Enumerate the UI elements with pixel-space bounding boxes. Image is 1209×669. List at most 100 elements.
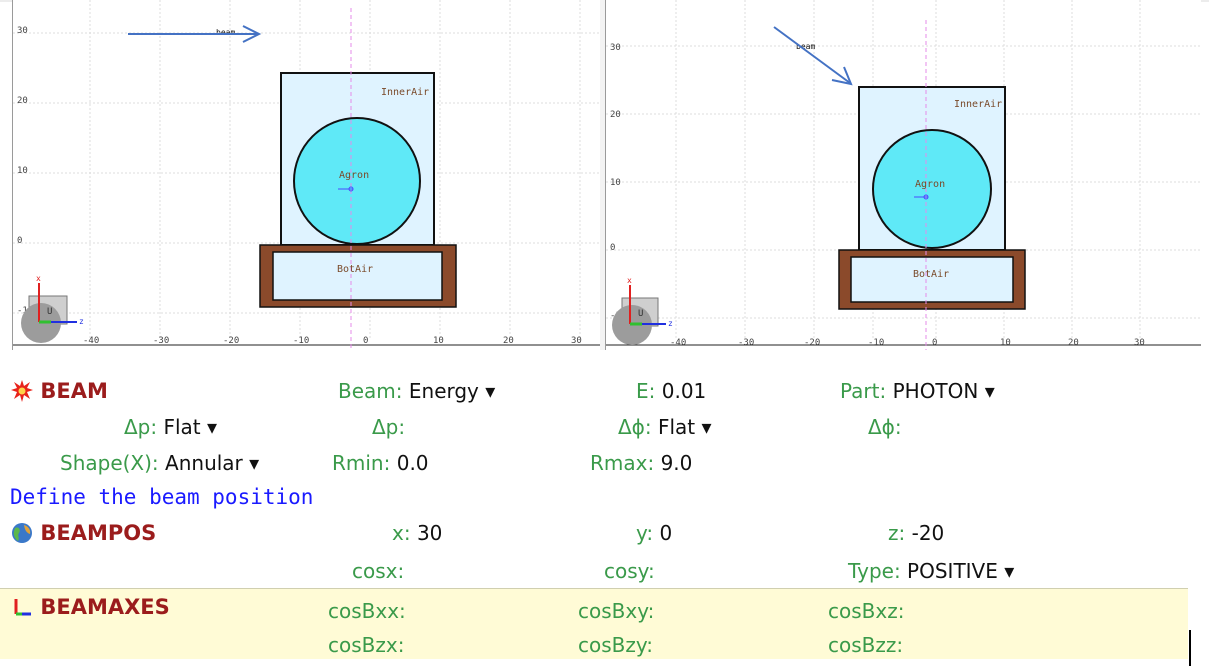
inner-air-label: InnerAir <box>381 87 429 98</box>
pos-z-field[interactable]: z: -20 <box>888 518 944 548</box>
cosbzy-field[interactable]: cosBzy: <box>578 630 653 660</box>
origin-marker <box>338 186 354 192</box>
axis-x-label: x <box>627 276 632 285</box>
rmin-label: Rmin: <box>332 451 391 475</box>
dp-shape-field[interactable]: Δp: Flat ▾ <box>124 412 217 442</box>
dp-shape-label: Δp: <box>124 415 158 439</box>
pos-z-label: z: <box>888 521 906 545</box>
comment-text[interactable]: Define the beam position <box>10 485 314 509</box>
explosion-icon <box>11 379 33 402</box>
globe-icon <box>12 522 32 543</box>
type-field[interactable]: Type: POSITIVE ▾ <box>848 556 1014 586</box>
axes-icon <box>14 598 31 615</box>
type-select[interactable]: POSITIVE ▾ <box>907 559 1015 583</box>
orientation-widget[interactable]: x z U <box>612 276 673 345</box>
bot-air-region[interactable] <box>850 256 1014 303</box>
beam-label: beam <box>216 28 235 37</box>
beam-label: beam <box>796 42 815 51</box>
y-tick: 10 <box>17 166 28 176</box>
axis-x-label: x <box>36 274 41 283</box>
energy-value[interactable]: 0.01 <box>661 379 707 403</box>
cube-label: U <box>47 307 52 317</box>
dphi-shape-label: Δϕ: <box>618 415 652 439</box>
beam-arrowhead <box>242 25 262 43</box>
energy-field[interactable]: E: 0.01 <box>636 376 706 406</box>
x-tick: 20 <box>503 336 514 346</box>
rmax-value[interactable]: 9.0 <box>660 451 693 475</box>
cosy-field[interactable]: cosy: <box>604 556 655 586</box>
cube-label: U <box>638 309 643 319</box>
rmax-label: Rmax: <box>590 451 655 475</box>
comment-line[interactable]: Define the beam position <box>10 482 313 512</box>
pos-y-field[interactable]: y: 0 <box>636 518 672 548</box>
beam-arrowhead <box>831 66 853 86</box>
type-label: Type: <box>848 559 901 583</box>
beamaxes-card-header[interactable]: BEAMAXES <box>10 592 170 622</box>
argon-label: Agron <box>915 179 945 190</box>
pos-z-value[interactable]: -20 <box>911 521 945 545</box>
dp-value-field[interactable]: Δp: <box>372 412 405 442</box>
pos-y-label: y: <box>636 521 654 545</box>
x-tick: -30 <box>153 336 169 346</box>
y-tick: 0 <box>17 236 22 246</box>
bot-air-region[interactable] <box>272 251 443 301</box>
cosbxy-field[interactable]: cosBxy: <box>578 596 654 626</box>
cosbxz-label: cosBxz: <box>828 599 905 623</box>
geometry-viewport-left[interactable]: 30 20 10 0 -10 -40 -30 -20 -10 0 10 20 3… <box>12 0 600 350</box>
dphi-shape-select[interactable]: Flat ▾ <box>657 415 712 439</box>
cosbxx-field[interactable]: cosBxx: <box>328 596 406 626</box>
beam-type-select[interactable]: Energy ▾ <box>408 379 496 403</box>
beam-card-title: BEAM <box>40 379 108 403</box>
cosbzz-label: cosBzz: <box>828 633 904 657</box>
x-tick: -40 <box>83 336 99 346</box>
beamaxes-card-title: BEAMAXES <box>40 595 170 619</box>
cosy-label: cosy: <box>604 559 655 583</box>
x-tick: 10 <box>433 336 444 346</box>
beam-type-field[interactable]: Beam: Energy ▾ <box>338 376 495 406</box>
axis-z-label: z <box>79 317 84 326</box>
particle-label: Part: <box>840 379 887 403</box>
argon-sphere[interactable] <box>872 129 992 249</box>
viewport-right-canvas[interactable]: 30 20 10 0 -10 -40 -30 -20 -10 0 10 20 3… <box>606 0 1201 350</box>
cosbzz-field[interactable]: cosBzz: <box>828 630 903 660</box>
beamaxes-card[interactable] <box>0 588 1188 659</box>
rmax-field[interactable]: Rmax: 9.0 <box>590 448 692 478</box>
y-tick: 10 <box>610 178 621 188</box>
cosbzx-field[interactable]: cosBzx: <box>328 630 404 660</box>
particle-field[interactable]: Part: PHOTON ▾ <box>840 376 995 406</box>
inner-air-label: InnerAir <box>954 99 1002 110</box>
rmin-value[interactable]: 0.0 <box>396 451 429 475</box>
dphi-value-field[interactable]: Δϕ: <box>868 412 902 442</box>
viewport-splitter[interactable] <box>600 0 605 350</box>
dp-shape-select[interactable]: Flat ▾ <box>163 415 218 439</box>
cosbzy-label: cosBzy: <box>578 633 653 657</box>
dphi-shape-field[interactable]: Δϕ: Flat ▾ <box>618 412 712 442</box>
argon-label: Agron <box>339 170 369 181</box>
beampos-card-header[interactable]: BEAMPOS <box>10 518 156 548</box>
geometry-viewport-right[interactable]: 30 20 10 0 -10 -40 -30 -20 -10 0 10 20 3… <box>605 0 1201 350</box>
beampos-card-title: BEAMPOS <box>40 521 157 545</box>
cosx-field[interactable]: cosx: <box>352 556 404 586</box>
shape-field[interactable]: Shape(X): Annular ▾ <box>60 448 259 478</box>
shape-label: Shape(X): <box>60 451 159 475</box>
x-tick: 30 <box>571 336 582 346</box>
shape-select[interactable]: Annular ▾ <box>165 451 260 475</box>
x-tick: -10 <box>293 336 309 346</box>
y-tick: 30 <box>17 26 28 36</box>
cosbzx-label: cosBzx: <box>328 633 405 657</box>
pos-y-value[interactable]: 0 <box>659 521 673 545</box>
argon-sphere[interactable] <box>293 117 421 245</box>
rmin-field[interactable]: Rmin: 0.0 <box>332 448 429 478</box>
viewport-left-canvas[interactable]: 30 20 10 0 -10 -40 -30 -20 -10 0 10 20 3… <box>13 0 600 350</box>
cosbxz-field[interactable]: cosBxz: <box>828 596 904 626</box>
pos-x-value[interactable]: 30 <box>416 521 443 545</box>
particle-select[interactable]: PHOTON ▾ <box>892 379 995 403</box>
y-tick: 20 <box>17 96 28 106</box>
orientation-widget[interactable]: x z U <box>21 274 84 343</box>
beam-card-header[interactable]: BEAM <box>10 376 108 406</box>
energy-label: E: <box>636 379 656 403</box>
beam-arrow <box>773 26 851 84</box>
x-tick: -30 <box>738 338 754 348</box>
x-tick: 0 <box>932 338 937 348</box>
pos-x-field[interactable]: x: 30 <box>392 518 442 548</box>
